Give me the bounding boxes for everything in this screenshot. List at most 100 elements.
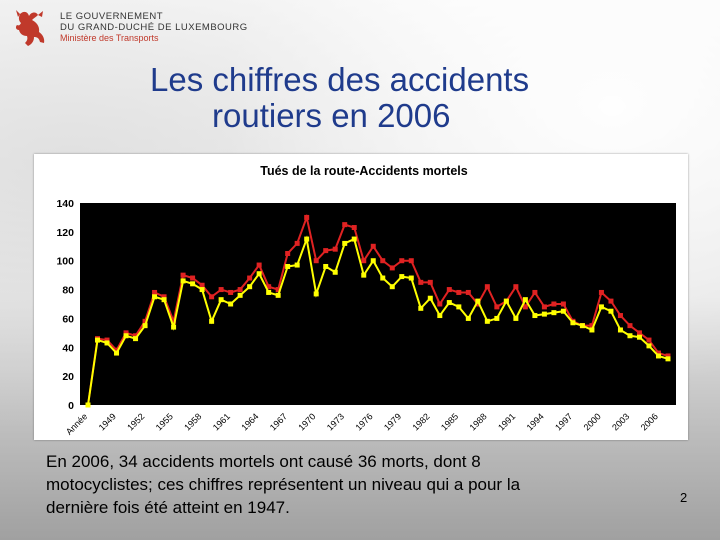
data-point: [560, 308, 566, 314]
data-point: [532, 313, 538, 319]
caption-line-2: motocyclistes; ces chiffres représentent…: [46, 475, 521, 494]
data-point: [294, 262, 300, 268]
data-point: [465, 289, 471, 295]
data-point: [171, 318, 177, 324]
data-point: [636, 334, 642, 340]
data-point: [389, 284, 395, 290]
data-point: [351, 225, 357, 231]
data-point: [313, 258, 319, 264]
caption-line-1: En 2006, 34 accidents mortels ont causé …: [46, 452, 481, 471]
y-tick-label: 120: [56, 227, 74, 239]
data-point: [484, 318, 490, 324]
y-tick-label: 100: [56, 256, 74, 268]
data-point: [522, 297, 528, 303]
data-point: [237, 287, 243, 293]
data-point: [408, 275, 414, 281]
data-point: [323, 248, 329, 254]
data-point: [579, 323, 585, 329]
y-tick-label: 140: [56, 198, 74, 210]
red-lion-icon: [15, 10, 45, 46]
government-logo: LE GOUVERNEMENT DU GRAND-DUCHÉ DE LUXEMB…: [12, 8, 248, 50]
fatalities-chart: Tués de la route-Accidents mortels 0 20 40…: [56, 164, 676, 437]
data-point: [427, 295, 433, 301]
data-point: [218, 297, 224, 303]
x-tick-label: 2003: [610, 411, 631, 432]
y-tick-label: 80: [62, 285, 74, 297]
data-point: [256, 271, 262, 277]
gov-line-2: DU GRAND-DUCHÉ DE LUXEMBOURG: [60, 22, 248, 33]
data-point: [256, 262, 262, 268]
x-tick-label: 2006: [639, 411, 660, 432]
data-point: [228, 289, 234, 295]
data-point: [522, 304, 528, 310]
x-tick-label: 1967: [268, 411, 289, 432]
x-tick-label: 1970: [296, 411, 317, 432]
data-point: [218, 287, 224, 293]
x-tick-label: 1979: [382, 411, 403, 432]
data-point: [399, 274, 405, 280]
data-point: [104, 340, 110, 346]
slide-title: Les chiffres des accidents routiers en 2…: [150, 62, 670, 134]
data-point: [323, 263, 329, 269]
x-tick-label: 1949: [97, 411, 118, 432]
data-point: [484, 284, 490, 290]
x-tick-label: 2000: [582, 411, 603, 432]
x-tick-label: 1961: [211, 411, 232, 432]
x-tick-label: 1997: [553, 411, 574, 432]
series-layer: [85, 213, 671, 408]
data-point: [161, 297, 167, 303]
data-point: [190, 281, 196, 287]
data-point: [636, 330, 642, 336]
x-axis: Année 1949 1952 1955 1958 1961 1964 1967 1970 197…: [64, 411, 660, 436]
data-point: [408, 258, 414, 264]
data-point: [247, 275, 253, 281]
caption-line-3: dernière fois été atteint en 1947.: [46, 498, 290, 517]
data-point: [342, 222, 348, 228]
data-point: [180, 272, 186, 278]
data-point: [532, 289, 538, 295]
data-point: [437, 313, 443, 319]
data-point: [275, 287, 281, 293]
data-point: [665, 353, 671, 359]
x-tick-label: 1958: [182, 411, 203, 432]
data-point: [123, 333, 129, 339]
data-point: [665, 356, 671, 362]
x-tick-label: Année: [64, 411, 89, 436]
data-point: [294, 240, 300, 246]
data-point: [104, 337, 110, 343]
data-point: [456, 289, 462, 295]
data-point: [418, 279, 424, 285]
data-point: [133, 333, 139, 339]
data-point: [627, 323, 633, 329]
data-point: [237, 292, 243, 298]
y-tick-label: 60: [62, 313, 74, 325]
data-point: [446, 300, 452, 306]
data-point: [627, 333, 633, 339]
slide-title-line-1: Les chiffres des accidents: [150, 61, 530, 98]
data-point: [513, 315, 519, 321]
chart-title: Tués de la route-Accidents mortels: [260, 164, 468, 178]
data-point: [494, 315, 500, 321]
x-tick-label: 1988: [468, 411, 489, 432]
data-point: [646, 337, 652, 343]
x-tick-label: 1964: [239, 411, 260, 432]
data-point: [655, 350, 661, 356]
data-point: [475, 298, 481, 304]
data-point: [247, 284, 253, 290]
data-point: [437, 301, 443, 307]
y-axis: 0 20 40 60 80 100 120 140: [56, 198, 74, 412]
data-point: [617, 327, 623, 333]
data-point: [608, 298, 614, 304]
page-number: 2: [680, 490, 688, 505]
data-point: [399, 258, 405, 264]
x-tick-label: 1976: [353, 411, 374, 432]
data-point: [180, 278, 186, 284]
data-point: [551, 310, 557, 316]
data-point: [332, 246, 338, 252]
data-point: [285, 263, 291, 269]
data-point: [598, 289, 604, 295]
x-tick-label: 1985: [439, 411, 460, 432]
data-point: [171, 324, 177, 330]
x-tick-label: 1982: [410, 411, 431, 432]
data-point: [370, 258, 376, 264]
